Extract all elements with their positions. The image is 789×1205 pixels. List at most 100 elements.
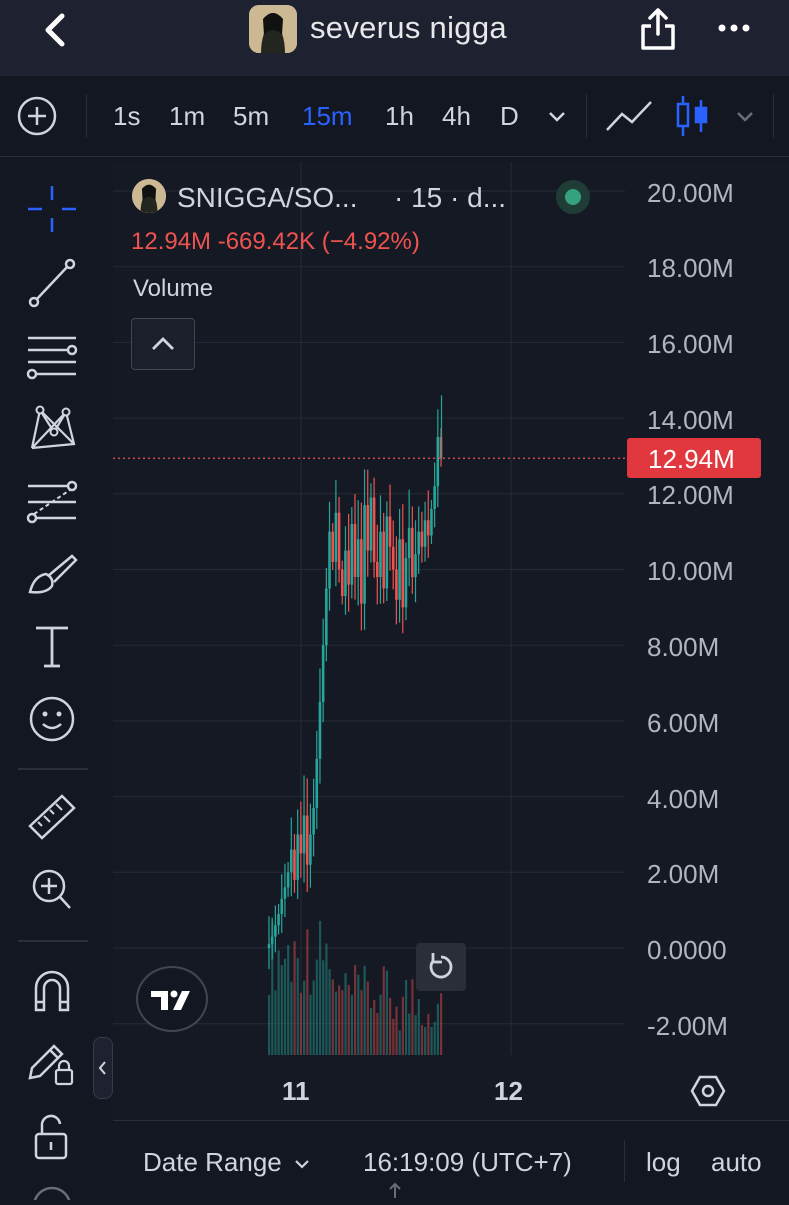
horizontal-lines-tool[interactable] bbox=[24, 332, 80, 382]
reset-icon bbox=[429, 953, 453, 979]
volume-bar bbox=[360, 990, 363, 1055]
volume-bar bbox=[296, 958, 299, 1055]
more-button[interactable] bbox=[716, 18, 756, 38]
candle-body bbox=[350, 524, 354, 585]
volume-bar bbox=[306, 929, 309, 1055]
volume-bar bbox=[385, 970, 389, 1055]
candle-body bbox=[331, 531, 335, 562]
collapse-legend-button[interactable] bbox=[131, 318, 195, 370]
lock-drawings-tool[interactable] bbox=[24, 1038, 80, 1088]
candles-icon bbox=[676, 96, 708, 136]
candle-body bbox=[283, 887, 287, 899]
unlock-tool[interactable] bbox=[24, 1112, 80, 1162]
volume-bar bbox=[389, 997, 392, 1055]
timeframe-dropdown[interactable] bbox=[546, 106, 568, 126]
ruler-tool[interactable] bbox=[24, 792, 80, 842]
chevron-up-icon bbox=[152, 337, 174, 350]
candle-body bbox=[363, 505, 366, 604]
share-button[interactable] bbox=[638, 6, 678, 52]
date-range-button[interactable]: Date Range bbox=[143, 1147, 312, 1178]
current-price-tag: 12.94M bbox=[627, 438, 761, 478]
volume-bar bbox=[274, 990, 277, 1055]
emoji-tool[interactable] bbox=[24, 694, 80, 744]
candle-body bbox=[267, 944, 271, 948]
scroll-up-icon[interactable] bbox=[386, 1180, 404, 1200]
volume-bar bbox=[318, 920, 322, 1055]
volume-bar bbox=[268, 995, 271, 1055]
volume-bar bbox=[315, 959, 318, 1055]
candle-body bbox=[325, 588, 328, 646]
price-axis-label: 14.00M bbox=[647, 405, 734, 435]
chart-settings-button[interactable] bbox=[690, 1073, 726, 1109]
tradingview-logo[interactable] bbox=[136, 966, 208, 1032]
candle-body bbox=[277, 913, 280, 926]
timeframe-4h[interactable]: 4h bbox=[442, 101, 471, 131]
volume-bar bbox=[440, 993, 443, 1055]
volume-bar bbox=[322, 960, 325, 1055]
toolbar-divider bbox=[18, 768, 88, 770]
fib-tool[interactable] bbox=[24, 478, 80, 528]
more-tools-icon[interactable] bbox=[30, 1184, 74, 1205]
reset-chart-button[interactable] bbox=[416, 943, 466, 991]
price-axis-label: 12.00M bbox=[647, 480, 734, 510]
chart-type-dropdown[interactable] bbox=[734, 106, 756, 126]
crosshair-tool[interactable] bbox=[24, 184, 80, 234]
trend-line-icon bbox=[28, 258, 76, 308]
candle-body bbox=[375, 561, 379, 578]
timeframe-1m[interactable]: 1m bbox=[169, 101, 206, 131]
ruler-icon bbox=[28, 794, 76, 840]
chart-panel[interactable] bbox=[113, 162, 789, 1200]
volume-bar bbox=[414, 1015, 417, 1055]
pattern-tool[interactable] bbox=[24, 404, 80, 454]
price-chart[interactable] bbox=[113, 162, 789, 1120]
zoom-in-tool[interactable] bbox=[24, 864, 80, 914]
volume-bar bbox=[411, 979, 414, 1055]
timezone-clock[interactable]: 16:19:09 (UTC+7) bbox=[363, 1147, 572, 1177]
market-status-indicator[interactable] bbox=[556, 180, 590, 214]
volume-bar bbox=[344, 973, 347, 1055]
volume-bar bbox=[433, 1021, 436, 1055]
candle-body bbox=[340, 569, 344, 596]
timeframe-15m[interactable]: 15m bbox=[302, 101, 353, 131]
timeframe-1s[interactable]: 1s bbox=[113, 101, 141, 131]
settings-hexagon-icon bbox=[690, 1075, 726, 1107]
legend-symbol[interactable]: SNIGGA/SO... bbox=[177, 182, 358, 213]
legend-ohlc: 12.94M -669.42K (−4.92%) bbox=[131, 228, 420, 255]
brush-tool[interactable] bbox=[24, 550, 80, 600]
magnet-tool[interactable] bbox=[24, 966, 80, 1016]
toolbar-divider bbox=[18, 940, 88, 942]
line-chart-button[interactable] bbox=[604, 96, 654, 136]
volume-bar bbox=[334, 991, 338, 1055]
price-axis-label: 16.00M bbox=[647, 329, 734, 359]
timeframe-d[interactable]: D bbox=[500, 101, 519, 131]
log-scale-toggle[interactable]: log bbox=[646, 1147, 681, 1177]
volume-bar bbox=[299, 992, 303, 1055]
volume-bar bbox=[379, 994, 382, 1055]
timeframe-5m[interactable]: 5m bbox=[233, 101, 270, 131]
candle-body bbox=[356, 539, 360, 578]
candle-body bbox=[407, 527, 411, 559]
back-button[interactable] bbox=[36, 8, 76, 52]
toolbar-divider bbox=[86, 94, 87, 138]
volume-bar bbox=[293, 941, 296, 1055]
auto-scale-toggle[interactable]: auto bbox=[711, 1147, 762, 1177]
volume-bar bbox=[338, 985, 341, 1055]
candle-body bbox=[309, 834, 312, 865]
candles-button[interactable] bbox=[674, 92, 710, 140]
avatar bbox=[249, 5, 297, 53]
candle-body bbox=[411, 527, 414, 578]
price-axis-label: 10.00M bbox=[647, 556, 734, 586]
toolbar-collapse-handle[interactable] bbox=[93, 1037, 113, 1099]
volume-indicator-label[interactable]: Volume bbox=[133, 275, 214, 302]
timeframe-1h[interactable]: 1h bbox=[385, 101, 414, 131]
volume-bar bbox=[401, 996, 404, 1055]
chevron-down-icon bbox=[737, 112, 753, 122]
trend-line-tool[interactable] bbox=[24, 258, 80, 308]
text-tool[interactable] bbox=[24, 622, 80, 672]
add-indicator-button[interactable] bbox=[16, 95, 58, 137]
candle-body bbox=[286, 872, 290, 888]
volume-bar bbox=[404, 980, 408, 1055]
candle-body bbox=[270, 936, 274, 945]
time-axis-label: 12 bbox=[494, 1076, 523, 1106]
volume-bar bbox=[325, 943, 328, 1055]
